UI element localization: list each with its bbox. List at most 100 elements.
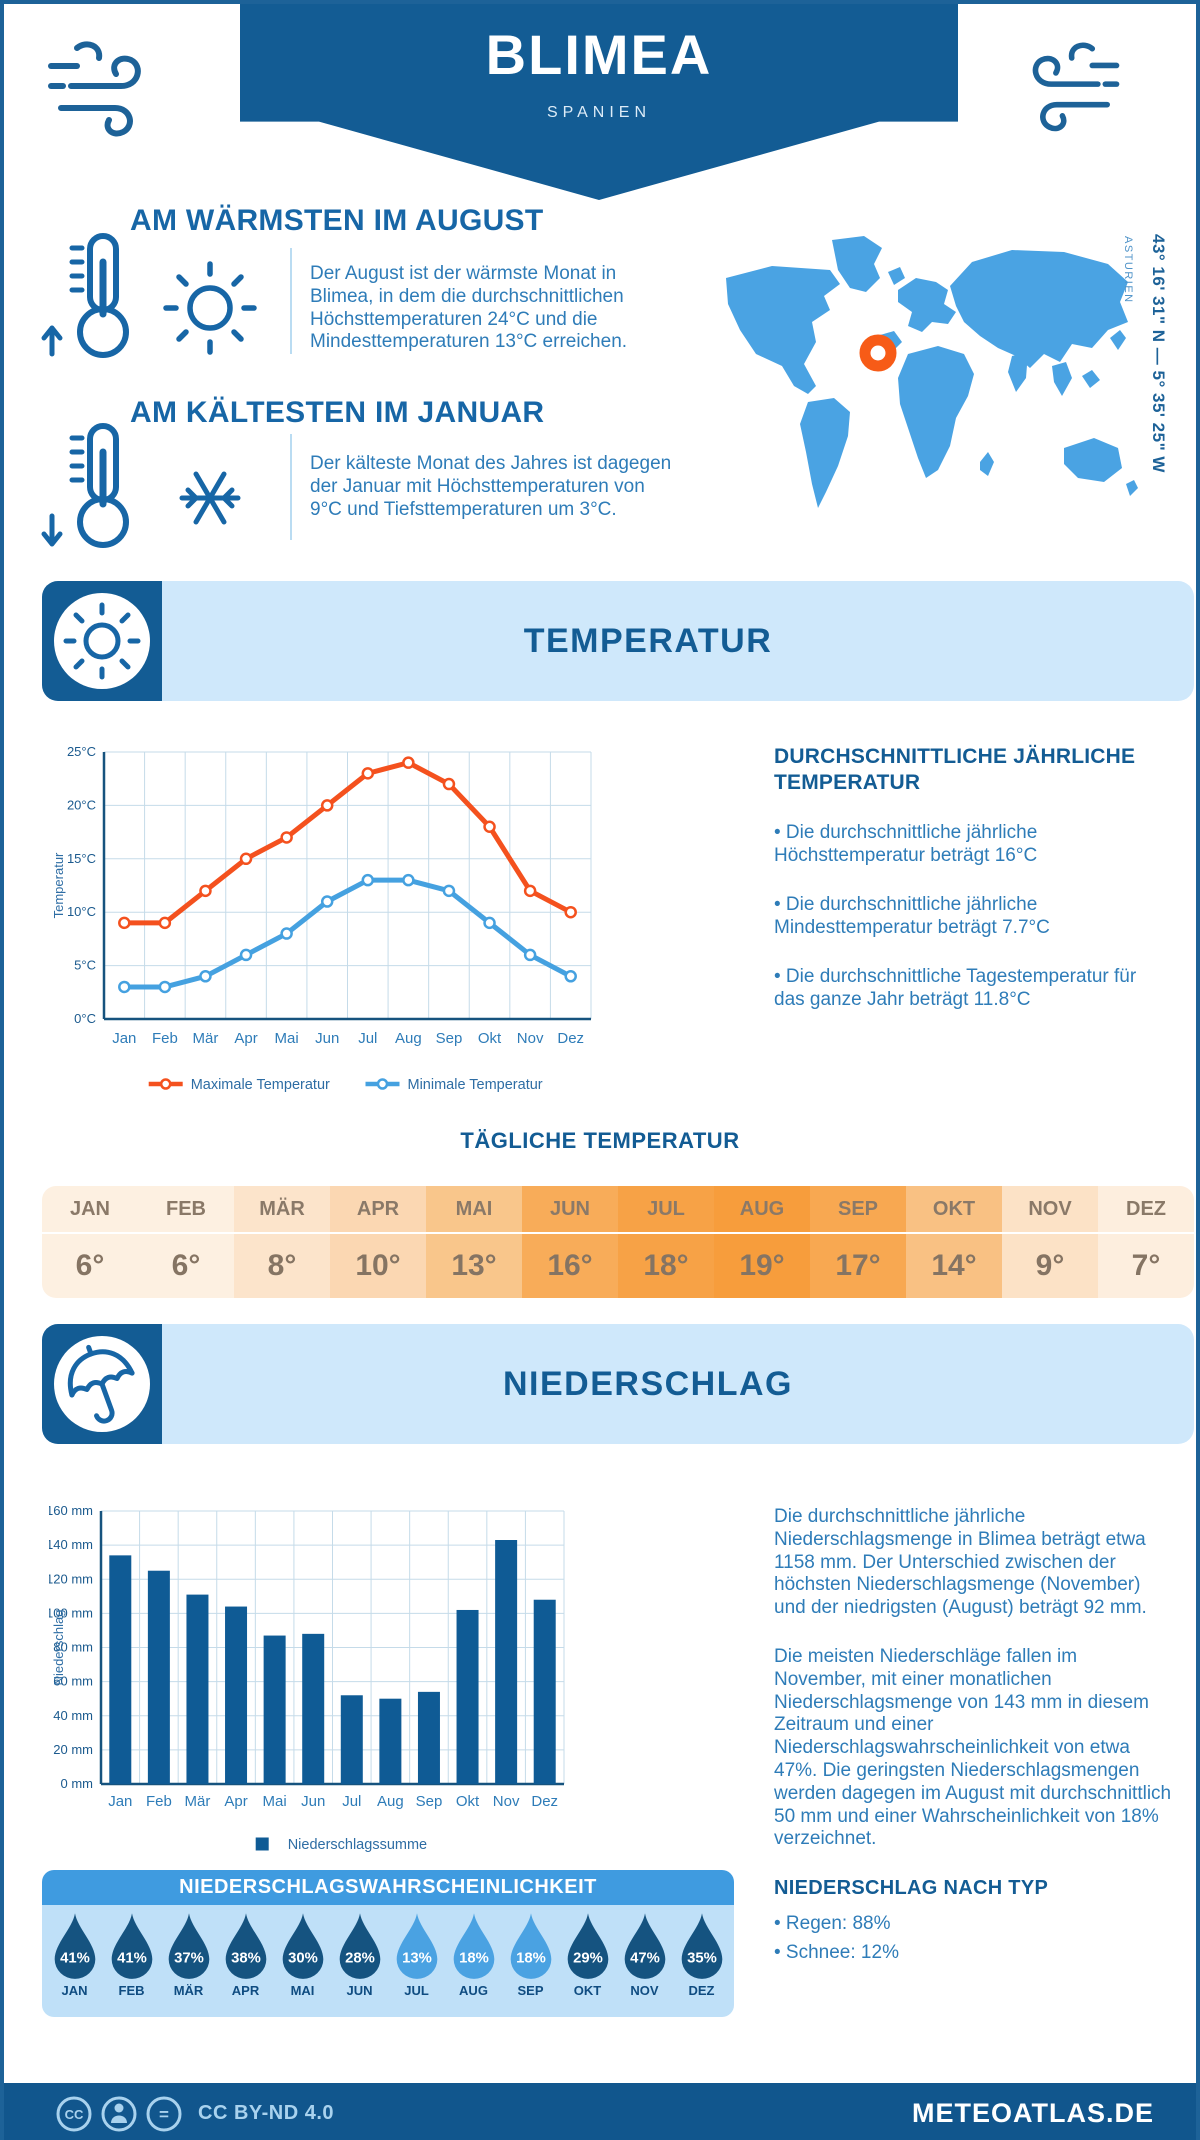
probability-month-label: OKT — [573, 1983, 602, 1998]
temperature-banner: TEMPERATUR — [42, 581, 1194, 701]
cc-license[interactable]: CC = CC BY-ND 4.0 — [54, 2094, 334, 2134]
svg-text:Niederschlagssumme: Niederschlagssumme — [288, 1837, 427, 1853]
table-temp-value: 6° — [171, 1249, 201, 1282]
map-region-label: ASTURIEN — [1122, 236, 1134, 304]
annual-summary-heading: DURCHSCHNITTLICHE JÄHRLICHE TEMPERATUR — [774, 745, 1136, 795]
probability-drop: 28% JUN — [331, 1905, 388, 2017]
svg-text:Jan: Jan — [108, 1793, 132, 1810]
svg-text:0 mm: 0 mm — [61, 1776, 94, 1791]
table-column: DEZ 7° — [1098, 1186, 1194, 1298]
probability-drop: 35% DEZ — [673, 1905, 730, 2017]
table-temp-value: 9° — [1035, 1249, 1065, 1282]
table-temp-value: 17° — [835, 1249, 881, 1282]
svg-text:Nov: Nov — [493, 1793, 520, 1810]
location-marker — [859, 334, 897, 372]
probability-drop: 47% NOV — [616, 1905, 673, 2017]
precipitation-paragraph: Die meisten Niederschläge fallen im Nove… — [774, 1645, 1172, 1850]
cold-heading: AM KÄLTESTEN IM JANUAR — [130, 396, 545, 429]
svg-text:Aug: Aug — [395, 1030, 422, 1047]
probability-drop: 29% OKT — [559, 1905, 616, 2017]
world-map — [726, 236, 1138, 508]
svg-text:Okt: Okt — [456, 1793, 480, 1810]
svg-text:Jun: Jun — [315, 1030, 339, 1047]
svg-text:41%: 41% — [117, 1950, 147, 1966]
svg-text:CC: CC — [65, 2107, 84, 2122]
map-coordinates: 43° 16' 31" N — 5° 35' 25" W — [1149, 234, 1168, 473]
svg-text:80 mm: 80 mm — [53, 1640, 93, 1655]
precip-type-heading: NIEDERSCHLAG NACH TYP — [774, 1877, 1049, 1900]
precip-probability-panel: NIEDERSCHLAGSWAHRSCHEINLICHKEIT 41% JAN 41… — [42, 1870, 734, 2017]
svg-text:25°C: 25°C — [67, 744, 96, 759]
annual-bullet: • Die durchschnittliche Tagestemperatur … — [774, 966, 1137, 1011]
svg-text:35%: 35% — [687, 1950, 717, 1966]
svg-text:Nov: Nov — [517, 1030, 544, 1047]
umbrella-icon — [54, 1336, 150, 1432]
warm-text: Der August ist der wärmste Monat in Blim… — [310, 263, 628, 353]
daily-table-heading: TÄGLICHE TEMPERATUR — [460, 1128, 740, 1153]
svg-text:Jul: Jul — [358, 1030, 377, 1047]
svg-text:Jun: Jun — [301, 1793, 325, 1810]
svg-text:160 mm: 160 mm — [49, 1503, 93, 1518]
probability-month-label: SEP — [517, 1983, 544, 1998]
header-band: BLIMEA SPANIEN — [240, 4, 958, 200]
svg-text:Mär: Mär — [193, 1030, 219, 1047]
svg-text:Mai: Mai — [263, 1793, 287, 1810]
wind-icon — [1032, 42, 1120, 132]
page-title: BLIMEA — [485, 23, 713, 86]
svg-text:Dez: Dez — [531, 1793, 558, 1810]
svg-text:20 mm: 20 mm — [53, 1742, 93, 1757]
svg-text:Temperatur: Temperatur — [51, 852, 66, 918]
divider — [290, 434, 292, 540]
daily-temperature-table: JAN 6° FEB 6° MÄR 8° APR 10° MAI 13° JUN 16° JUL 18° A… — [42, 1186, 1194, 1298]
table-temp-value: 10° — [355, 1249, 401, 1282]
table-column: MÄR 8° — [234, 1186, 330, 1298]
svg-text:38%: 38% — [231, 1950, 261, 1966]
probability-drop: 18% SEP — [502, 1905, 559, 2017]
table-temp-value: 18° — [643, 1249, 689, 1282]
site-link[interactable]: METEOATLAS.DE — [912, 2098, 1154, 2128]
table-month-header: MAI — [426, 1186, 522, 1234]
svg-text:60 mm: 60 mm — [53, 1674, 93, 1689]
svg-text:Mär: Mär — [185, 1793, 211, 1810]
precip-probability-drops: 41% JAN 41% FEB 37% MÄR 38% APR 30% MAI 28% JUN 13% J… — [42, 1905, 734, 2017]
table-temp-value: 14° — [931, 1249, 977, 1282]
svg-text:28%: 28% — [345, 1950, 375, 1966]
table-temp-value: 8° — [267, 1249, 297, 1282]
table-month-header: MÄR — [234, 1186, 330, 1234]
svg-text:30%: 30% — [288, 1950, 318, 1966]
precipitation-banner-title: NIEDERSCHLAG — [502, 1364, 794, 1403]
probability-month-label: FEB — [118, 1983, 145, 1998]
table-month-header: NOV — [1002, 1186, 1098, 1234]
table-month-header: APR — [330, 1186, 426, 1234]
precipitation-text: Die durchschnittliche jährliche Niedersc… — [774, 1506, 1172, 1967]
footer: CC = CC BY-ND 4.0 METEOATLAS.DE — [4, 2083, 1196, 2140]
svg-text:29%: 29% — [573, 1950, 603, 1966]
table-month-header: JUL — [618, 1186, 714, 1234]
temperature-banner-title: TEMPERATUR — [523, 621, 773, 660]
table-temp-value: 19° — [739, 1249, 785, 1282]
svg-text:=: = — [159, 2105, 169, 2124]
temperature-line-chart: 0°C 5°C 10°C 15°C 20°C 25°C Jan Feb Mär Apr Mai Jun… — [49, 730, 609, 1122]
svg-text:Maximale Temperatur: Maximale Temperatur — [191, 1077, 330, 1093]
table-column: AUG 19° — [714, 1186, 810, 1298]
svg-text:15°C: 15°C — [67, 851, 96, 866]
svg-text:10°C: 10°C — [67, 904, 96, 919]
page-subtitle: SPANIEN — [546, 104, 652, 121]
probability-month-label: AUG — [459, 1983, 488, 1998]
cold-text: Der kälteste Monat des Jahres ist dagege… — [310, 453, 672, 520]
svg-text:0°C: 0°C — [74, 1011, 96, 1026]
table-month-header: OKT — [906, 1186, 1002, 1234]
probability-month-label: JAN — [61, 1983, 88, 1998]
svg-text:18%: 18% — [516, 1950, 546, 1966]
svg-text:Sep: Sep — [436, 1030, 463, 1047]
precipitation-banner: NIEDERSCHLAG — [42, 1324, 1194, 1444]
annual-bullet: • Die durchschnittliche jährliche Höchst… — [774, 821, 1038, 866]
table-month-header: DEZ — [1098, 1186, 1194, 1234]
svg-text:Minimale Temperatur: Minimale Temperatur — [408, 1077, 543, 1093]
annual-bullet: • Die durchschnittliche jährliche Mindes… — [774, 893, 1050, 939]
svg-text:Jan: Jan — [112, 1030, 136, 1047]
svg-text:Dez: Dez — [557, 1030, 584, 1047]
table-temp-value: 6° — [75, 1249, 105, 1282]
annual-summary: DURCHSCHNITTLICHE JÄHRLICHE TEMPERATUR •… — [774, 744, 1166, 1038]
